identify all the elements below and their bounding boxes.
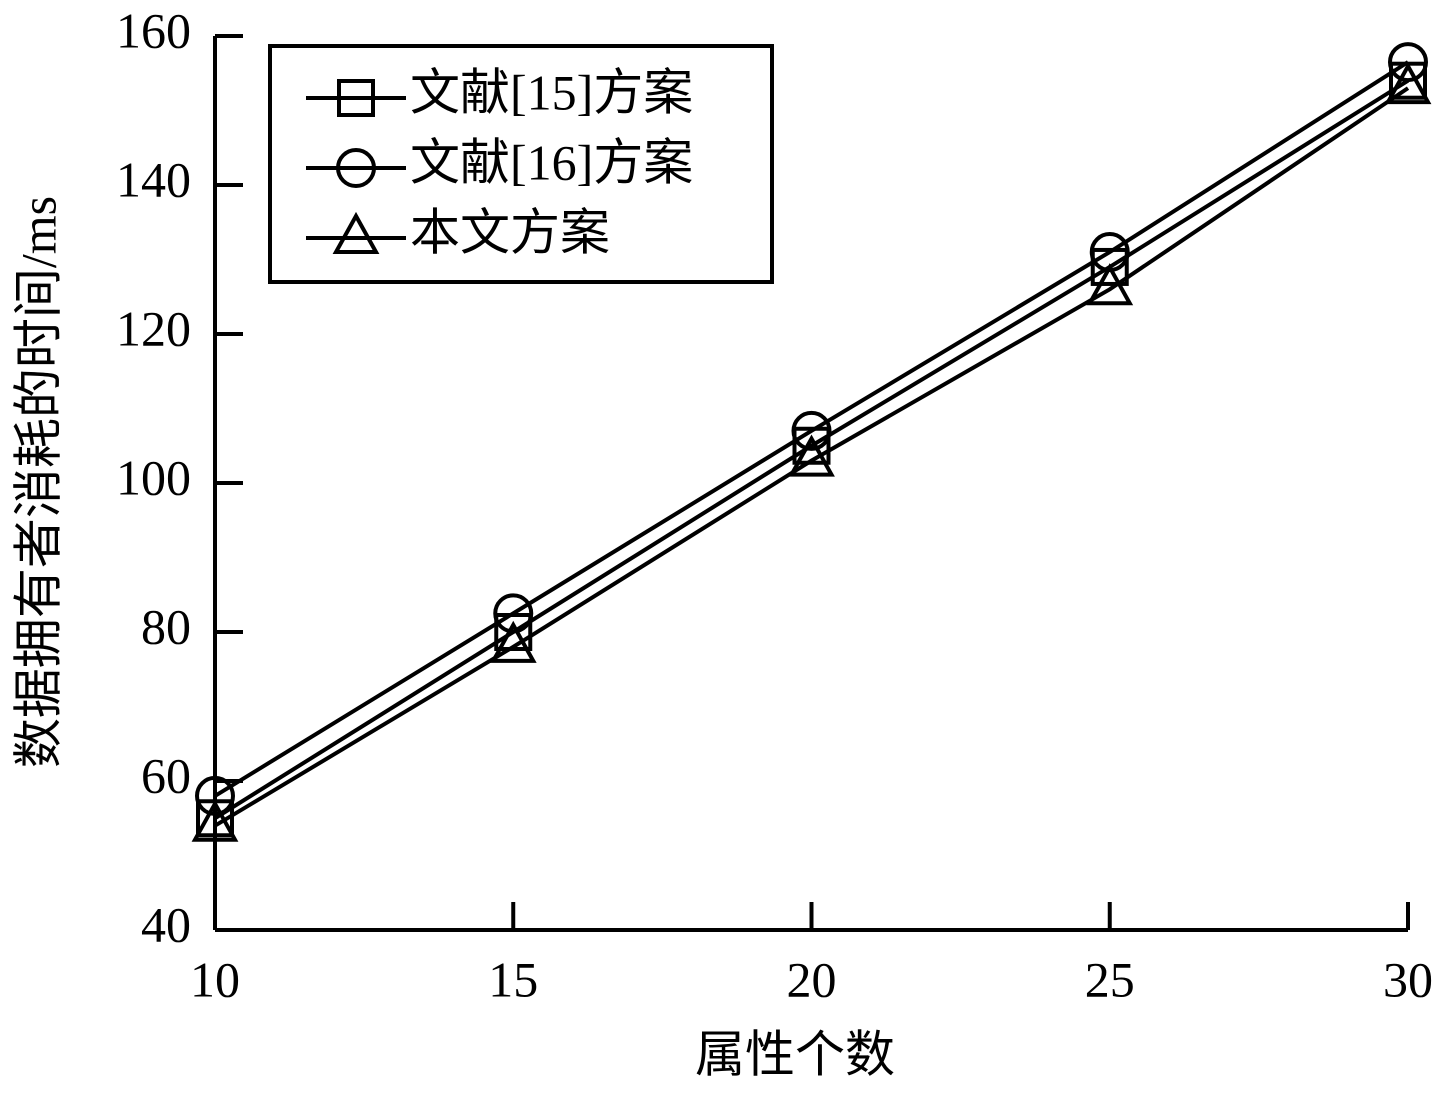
y-tick-label: 120 <box>116 300 191 356</box>
marker <box>1388 42 1428 83</box>
legend-box <box>268 44 774 284</box>
y-tick-label: 80 <box>141 598 191 654</box>
marker <box>1384 62 1432 105</box>
series-line <box>213 79 1410 820</box>
y-tick-label: 160 <box>116 2 191 58</box>
series-line <box>213 60 1410 798</box>
marker <box>1086 263 1134 306</box>
marker <box>191 799 239 842</box>
marker <box>788 434 835 477</box>
y-tick-label: 60 <box>141 747 191 803</box>
x-tick-label: 10 <box>190 951 240 1007</box>
x-tick-label: 30 <box>1383 951 1433 1007</box>
x-axis-label: 属性个数 <box>695 1026 895 1082</box>
marker <box>493 593 534 634</box>
legend-marker <box>332 211 380 254</box>
y-tick-label: 100 <box>116 449 191 505</box>
y-tick-label: 140 <box>116 151 191 207</box>
marker <box>195 775 235 816</box>
legend-marker <box>337 79 375 117</box>
y-tick-label: 40 <box>141 896 191 952</box>
legend-marker <box>336 148 376 188</box>
legend-label: 文献[16]方案 <box>410 134 693 190</box>
x-tick-label: 15 <box>488 951 538 1007</box>
legend-label: 本文方案 <box>410 204 610 260</box>
x-tick-label: 20 <box>787 951 837 1007</box>
marker <box>489 620 537 663</box>
x-tick-label: 25 <box>1085 951 1135 1007</box>
legend-label: 文献[15]方案 <box>410 64 693 120</box>
y-axis-label: 数据拥有者消耗的时间/ms <box>10 196 66 768</box>
series-line <box>213 86 1410 828</box>
marker <box>791 410 832 451</box>
